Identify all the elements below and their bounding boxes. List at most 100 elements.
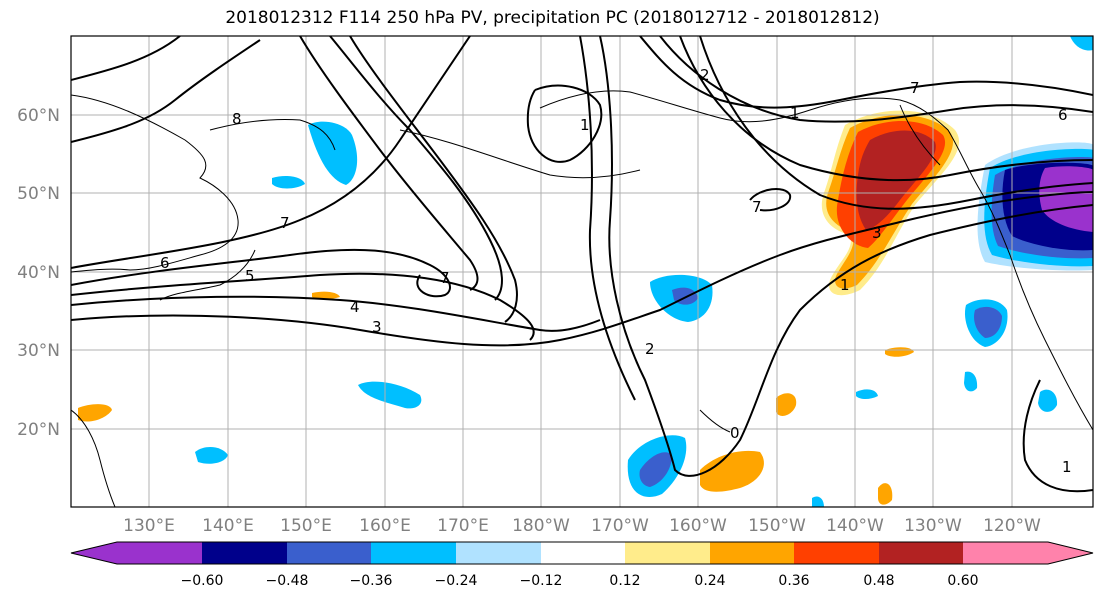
colorbar-tick: −0.60 xyxy=(181,573,224,589)
contour-label: 5 xyxy=(245,267,255,285)
coast-alaska xyxy=(539,90,1093,431)
coast-china xyxy=(71,409,116,507)
contour-label: 3 xyxy=(872,224,882,242)
pv-contour-loop-b xyxy=(526,84,603,163)
pv-contours xyxy=(71,36,1093,493)
coastlines xyxy=(71,90,1093,507)
negative-anomaly-small-a xyxy=(272,176,305,189)
pv-contour-8 xyxy=(71,36,181,81)
pv-contour-4b xyxy=(71,295,601,332)
lat-label: 30°N xyxy=(17,341,60,361)
lon-label: 180°W xyxy=(512,516,570,536)
lon-label: 150°W xyxy=(748,516,806,536)
colorbar-tick: −0.36 xyxy=(350,573,393,589)
positive-anomaly-hawaii xyxy=(700,450,764,492)
colorbar-cell xyxy=(371,542,456,564)
colorbar-tick: 0.24 xyxy=(694,573,725,589)
positive-anomaly-small-1 xyxy=(776,393,797,416)
lon-label: 160°E xyxy=(359,516,411,536)
pv-contour-inner-2 xyxy=(699,36,1093,210)
lon-label: 170°W xyxy=(591,516,649,536)
positive-anomaly-small-4 xyxy=(312,291,340,300)
colorbar-cell xyxy=(963,542,1093,564)
negative-anomaly-small-d xyxy=(1038,389,1058,412)
colorbar-tick: −0.48 xyxy=(266,573,309,589)
positive-anomaly-small-5 xyxy=(78,404,112,422)
longitude-labels: 130°E 140°E 150°E 160°E 170°E 180°W 170°… xyxy=(123,516,1041,536)
pv-contour-upper-ring xyxy=(639,36,1093,109)
colorbar-cell xyxy=(287,542,371,564)
colorbar: −0.60 −0.48 −0.36 −0.24 −0.12 0.12 0.24 … xyxy=(70,541,1094,589)
negative-anomaly-small-b xyxy=(358,381,422,409)
contour-label: 1 xyxy=(580,116,590,134)
lon-label: 170°E xyxy=(437,516,489,536)
pv-contour-3 xyxy=(71,191,1093,347)
contour-label: 1 xyxy=(840,276,850,294)
colorbar-cell xyxy=(794,542,879,564)
coast-okhotsk xyxy=(209,119,336,151)
coast-aleutians xyxy=(399,129,641,179)
pv-contour-inner-1 xyxy=(679,36,1093,182)
coast-asia xyxy=(71,94,239,273)
colorbar-tick: −0.12 xyxy=(520,573,563,589)
map-title: 2018012312 F114 250 hPa PV, precipitatio… xyxy=(225,8,880,28)
pv-contour-loop-a xyxy=(749,188,792,212)
pv-contour-1b xyxy=(1022,379,1093,493)
negative-anomaly-kamchatka xyxy=(308,121,358,185)
pv-contour-4a xyxy=(71,272,535,341)
lon-label: 140°W xyxy=(826,516,884,536)
contour-label: 6 xyxy=(1058,106,1068,124)
colorbar-cell xyxy=(202,542,287,564)
pv-contour-2 xyxy=(599,36,1093,477)
colorbar-cell xyxy=(710,542,794,564)
lat-label: 40°N xyxy=(17,263,60,283)
contour-label: 3 xyxy=(372,318,382,336)
pv-contour-7 xyxy=(71,39,261,143)
colorbar-cell xyxy=(625,542,710,564)
lon-label: 160°W xyxy=(669,516,727,536)
negative-anomaly-small-g xyxy=(812,496,824,507)
colorbar-tick: −0.24 xyxy=(435,573,478,589)
contour-label: 7 xyxy=(440,269,450,287)
pv-contour-5 xyxy=(71,248,451,298)
colorbar-tick: 0.48 xyxy=(863,573,894,589)
pv-contour-ridge-b xyxy=(349,36,518,323)
negative-anomaly-hawaii-inner xyxy=(639,452,672,487)
lon-label: 140°E xyxy=(202,516,254,536)
pv-contour-ridge-c xyxy=(299,36,479,291)
lon-label: 150°E xyxy=(280,516,332,536)
colorbar-cell xyxy=(541,542,625,564)
lat-label: 20°N xyxy=(17,420,60,440)
pv-contour-6 xyxy=(71,36,471,269)
pv-contour-1a xyxy=(579,36,636,401)
precipitation-shading xyxy=(78,36,1093,507)
contour-label: 8 xyxy=(232,110,242,128)
map-frame xyxy=(70,35,1094,508)
contour-label: 7 xyxy=(280,214,290,232)
lat-label: 60°N xyxy=(17,106,60,126)
colorbar-tick: 0.60 xyxy=(947,573,978,589)
negative-anomaly-small-f xyxy=(856,389,878,399)
contour-label: 2 xyxy=(645,340,655,358)
map-layer: 8 7 6 5 4 3 2 1 7 6 7 1 3 1 2 0 1 7 xyxy=(71,36,1093,507)
negative-anomaly-corner xyxy=(1070,36,1093,51)
contour-label: 6 xyxy=(160,254,170,272)
negative-anomaly-small-c xyxy=(195,446,228,464)
lon-label: 130°E xyxy=(123,516,175,536)
pv-contour-ridge-a xyxy=(329,36,503,301)
contour-label: 4 xyxy=(350,298,360,316)
colorbar-cell xyxy=(456,542,541,564)
contour-label: 1 xyxy=(790,104,800,122)
contour-label: 1 xyxy=(1062,458,1072,476)
negative-anomaly-sw-inner xyxy=(974,306,1002,338)
latitude-labels: 60°N 50°N 40°N 30°N 20°N xyxy=(17,106,60,440)
colorbar-cell xyxy=(71,542,202,564)
colorbar-tick: 0.36 xyxy=(778,573,809,589)
contour-label: 7 xyxy=(910,79,920,97)
contour-label: 7 xyxy=(752,198,762,216)
lon-label: 120°W xyxy=(983,516,1041,536)
pv-contour-upper-ring-2 xyxy=(659,36,1093,123)
contour-label: 0 xyxy=(730,424,740,442)
colorbar-tick: 0.12 xyxy=(609,573,640,589)
